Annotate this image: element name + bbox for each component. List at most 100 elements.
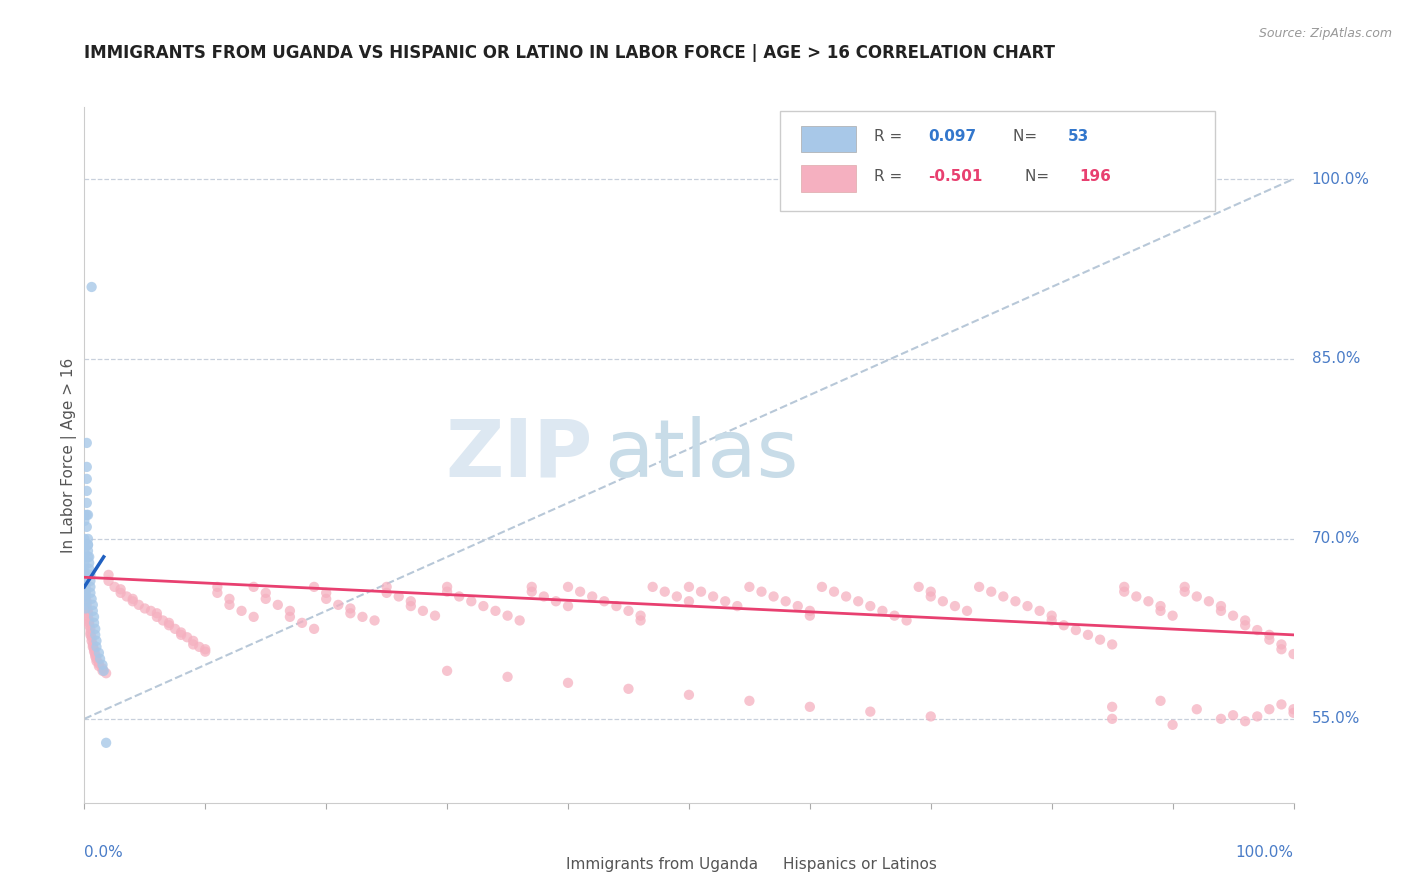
Text: 53: 53 — [1067, 129, 1088, 145]
Point — [1174, 584, 1197, 599]
Point — [163, 622, 186, 636]
Point — [75, 582, 97, 597]
Point — [630, 614, 652, 628]
Point — [799, 608, 821, 623]
Point — [1198, 594, 1220, 608]
Point — [80, 591, 103, 606]
Point — [605, 599, 627, 613]
Point — [1209, 604, 1232, 618]
Point — [920, 709, 942, 723]
Point — [77, 614, 100, 628]
Point — [1101, 699, 1123, 714]
Point — [75, 594, 97, 608]
Point — [1246, 709, 1268, 723]
Point — [920, 590, 942, 604]
Point — [1040, 608, 1063, 623]
Text: 196: 196 — [1080, 169, 1111, 184]
Point — [1246, 623, 1268, 637]
Point — [77, 549, 100, 564]
Point — [146, 607, 169, 621]
Point — [157, 615, 180, 630]
Point — [75, 591, 97, 606]
Text: Source: ZipAtlas.com: Source: ZipAtlas.com — [1258, 27, 1392, 40]
Point — [75, 586, 97, 600]
Point — [399, 599, 422, 613]
Point — [207, 586, 229, 600]
Point — [79, 586, 101, 600]
Point — [1209, 712, 1232, 726]
Point — [1282, 647, 1305, 661]
Point — [77, 508, 100, 522]
Point — [82, 604, 104, 618]
FancyBboxPatch shape — [779, 111, 1215, 211]
Point — [83, 645, 105, 659]
Point — [267, 598, 290, 612]
Point — [77, 604, 100, 618]
Text: N=: N= — [1012, 129, 1042, 145]
Point — [786, 599, 808, 613]
Point — [1114, 584, 1136, 599]
Point — [375, 586, 398, 600]
Point — [82, 640, 104, 654]
Point — [79, 567, 101, 582]
Point — [278, 604, 301, 618]
Point — [399, 594, 422, 608]
Text: 100.0%: 100.0% — [1236, 845, 1294, 860]
Point — [762, 590, 785, 604]
Point — [76, 459, 98, 474]
Point — [73, 574, 96, 588]
Point — [73, 567, 96, 582]
Point — [496, 608, 519, 623]
Point — [896, 614, 918, 628]
Point — [278, 610, 301, 624]
Point — [75, 580, 97, 594]
FancyBboxPatch shape — [520, 854, 555, 874]
Text: 70.0%: 70.0% — [1312, 532, 1360, 547]
Point — [75, 570, 97, 584]
Point — [872, 604, 894, 618]
Point — [110, 586, 132, 600]
Point — [412, 604, 434, 618]
Point — [97, 574, 120, 588]
Point — [76, 520, 98, 534]
Point — [80, 630, 103, 644]
Point — [811, 580, 834, 594]
Point — [1270, 637, 1292, 651]
Point — [91, 661, 114, 675]
Point — [73, 538, 96, 552]
Point — [1114, 580, 1136, 594]
Point — [617, 681, 640, 696]
Text: R =: R = — [875, 129, 907, 145]
Point — [980, 584, 1002, 599]
Point — [315, 586, 337, 600]
Point — [94, 666, 117, 681]
Point — [77, 556, 100, 570]
Point — [128, 598, 150, 612]
Point — [932, 594, 955, 608]
Point — [907, 580, 929, 594]
Point — [77, 532, 100, 546]
Text: 100.0%: 100.0% — [1312, 171, 1369, 186]
FancyBboxPatch shape — [737, 854, 773, 874]
Point — [449, 590, 471, 604]
Text: N=: N= — [1025, 169, 1054, 184]
Point — [544, 594, 567, 608]
Point — [593, 594, 616, 608]
Point — [1234, 714, 1257, 729]
Point — [86, 654, 108, 668]
Point — [520, 584, 543, 599]
Point — [363, 614, 385, 628]
Point — [920, 584, 942, 599]
Point — [714, 594, 737, 608]
Point — [1161, 608, 1184, 623]
Point — [77, 538, 100, 552]
Point — [79, 622, 101, 636]
Y-axis label: In Labor Force | Age > 16: In Labor Force | Age > 16 — [62, 358, 77, 552]
Point — [86, 652, 108, 666]
Point — [1137, 594, 1160, 608]
Point — [846, 594, 869, 608]
Text: Hispanics or Latinos: Hispanics or Latinos — [783, 856, 938, 871]
Point — [75, 574, 97, 588]
Point — [75, 590, 97, 604]
Point — [84, 649, 107, 664]
